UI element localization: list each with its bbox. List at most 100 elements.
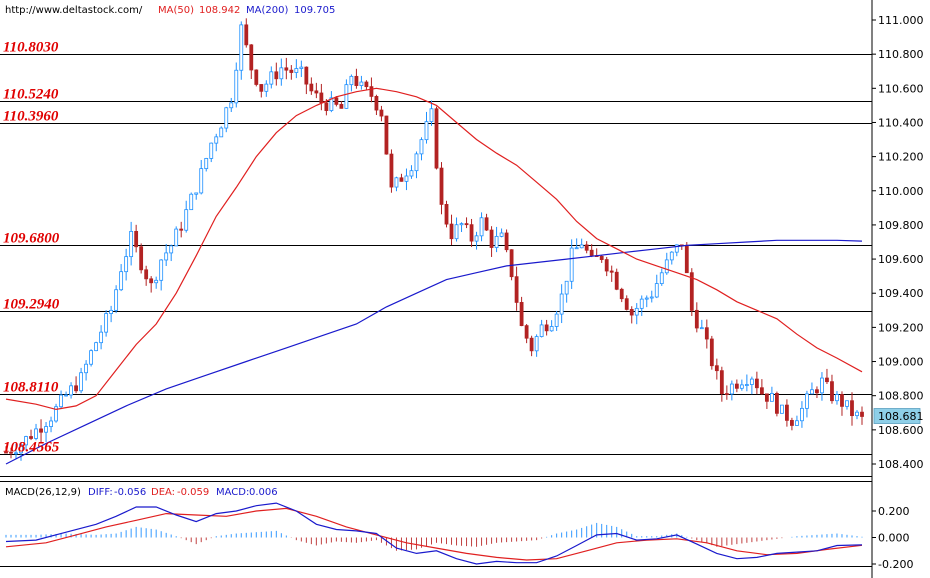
ma200-label: MA(200) <box>246 5 288 16</box>
price-tick-label: 109.600 <box>878 253 924 266</box>
candle <box>825 368 829 385</box>
candle <box>439 162 444 215</box>
macd-dea-line <box>5 507 863 561</box>
candle <box>564 280 569 303</box>
ma50-label: MA(50) <box>158 5 194 16</box>
macd-axis-ticks: 0.200 0.000 -0.200 <box>872 505 913 571</box>
price-tick-label: 110.200 <box>878 151 924 164</box>
candle <box>84 360 88 381</box>
candle <box>204 157 209 172</box>
candle <box>309 77 314 95</box>
candle <box>619 287 624 303</box>
candle <box>539 319 544 338</box>
candle <box>139 243 144 274</box>
candle <box>504 229 509 253</box>
candle <box>759 379 764 395</box>
candle <box>424 111 429 144</box>
candle <box>314 82 319 99</box>
candle <box>134 224 139 253</box>
candle <box>94 341 99 352</box>
price-tick-label: 110.400 <box>878 116 924 129</box>
candle <box>334 96 339 107</box>
macd-diff-value: -0.056 <box>114 487 146 498</box>
candle <box>279 58 284 86</box>
candle <box>394 176 399 192</box>
current-price-value: 108.681 <box>878 410 924 423</box>
candle <box>659 268 664 286</box>
candle <box>479 212 484 242</box>
candle <box>64 391 68 397</box>
candle <box>184 200 189 233</box>
candle <box>474 231 479 250</box>
candle <box>840 391 844 416</box>
price-tick-label: 108.400 <box>878 458 924 471</box>
candle <box>304 66 309 95</box>
ma50-line <box>5 87 863 411</box>
candle <box>409 165 414 179</box>
candle <box>780 404 784 414</box>
candle <box>554 310 559 331</box>
candle <box>790 417 794 431</box>
candle <box>284 57 289 80</box>
candle <box>374 94 379 116</box>
macd-diff-line <box>5 502 863 565</box>
candle <box>534 334 539 357</box>
candle <box>614 268 619 291</box>
candle <box>800 401 804 428</box>
candle <box>434 106 439 170</box>
candle <box>609 265 614 282</box>
candle <box>795 415 799 426</box>
level-label: 109.2940 <box>3 297 60 313</box>
header-url[interactable]: http://www.deltastock.com/ <box>5 5 143 16</box>
candle <box>74 376 78 394</box>
candle <box>9 447 13 459</box>
candle <box>559 284 564 324</box>
candle <box>199 159 204 195</box>
candle <box>149 276 154 293</box>
candle <box>24 435 28 450</box>
candle <box>734 379 739 393</box>
candle <box>224 106 229 133</box>
current-price-tag <box>873 408 921 424</box>
candle <box>835 391 839 405</box>
candle <box>54 403 58 423</box>
candle <box>629 306 634 324</box>
level-label: 110.5240 <box>3 87 59 103</box>
candle <box>329 91 334 113</box>
candle <box>744 374 749 392</box>
candle <box>805 390 809 418</box>
candle <box>14 443 18 460</box>
candle <box>124 248 129 281</box>
level-label: 109.6800 <box>3 231 60 247</box>
candle <box>119 264 124 292</box>
candle <box>269 66 274 89</box>
candle <box>714 358 719 380</box>
macd-label: MACD(26,12,9) <box>5 487 81 498</box>
candle <box>599 255 604 263</box>
candle <box>589 244 594 258</box>
candle <box>89 349 94 367</box>
candle <box>34 423 38 441</box>
candle <box>19 441 23 461</box>
candle <box>669 251 674 265</box>
candle <box>830 374 834 404</box>
candle <box>399 173 404 182</box>
candle <box>489 226 494 257</box>
candle <box>719 366 724 402</box>
ma200-line <box>5 239 863 465</box>
ma200-value: 109.705 <box>294 5 335 16</box>
candle <box>494 226 499 253</box>
candle <box>44 422 48 442</box>
macd-diff-label: DIFF: <box>88 487 113 498</box>
candle <box>694 302 699 333</box>
candle <box>144 265 149 286</box>
macd-dea-label: DEA: <box>151 487 175 498</box>
candle <box>815 386 819 399</box>
candle <box>579 238 584 249</box>
candle <box>349 74 354 92</box>
candle <box>359 75 364 90</box>
candle <box>104 310 109 337</box>
candle <box>404 168 409 191</box>
macd-tick-label: -0.200 <box>878 558 913 571</box>
candle <box>724 385 729 400</box>
